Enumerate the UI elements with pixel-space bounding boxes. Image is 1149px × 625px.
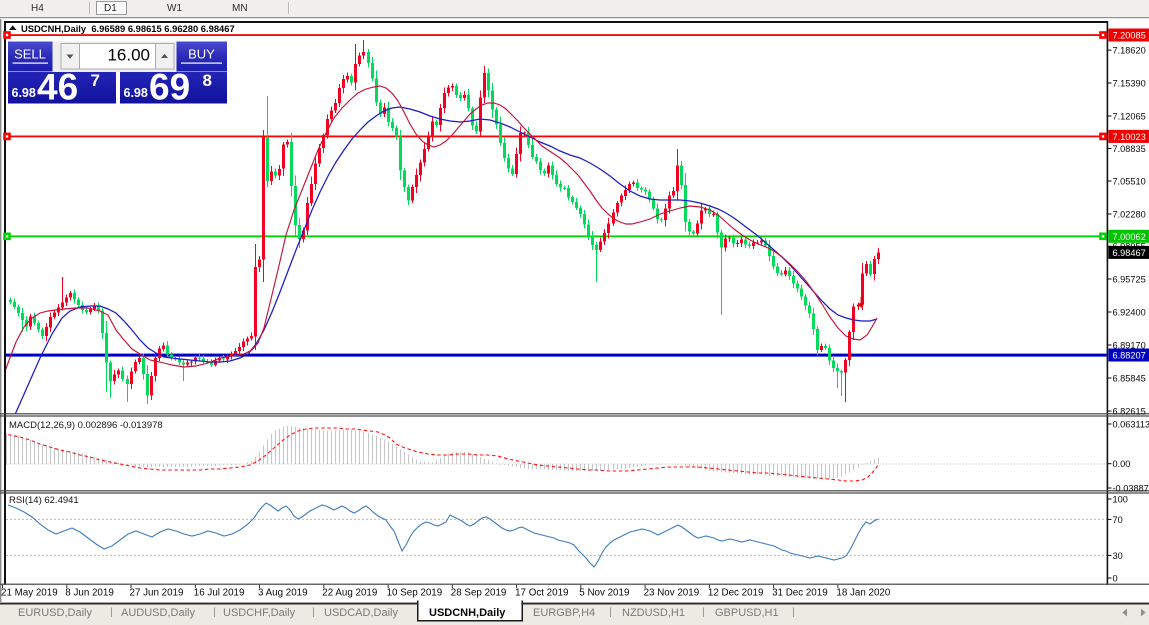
svg-text:6.89170: 6.89170: [1113, 340, 1146, 350]
svg-text:NZDUSD,H1: NZDUSD,H1: [622, 607, 685, 619]
svg-text:70: 70: [1113, 515, 1123, 525]
svg-text:USDCAD,Daily: USDCAD,Daily: [324, 607, 398, 619]
svg-text:7.15390: 7.15390: [1113, 78, 1146, 88]
svg-text:GBPUSD,H1: GBPUSD,H1: [715, 607, 779, 619]
svg-text:8: 8: [203, 71, 212, 90]
svg-text:10 Sep 2019: 10 Sep 2019: [387, 588, 443, 599]
svg-text:7.00062: 7.00062: [1113, 232, 1146, 242]
svg-text:5 Nov 2019: 5 Nov 2019: [579, 588, 629, 599]
svg-text:EURGBP,H4: EURGBP,H4: [533, 607, 595, 619]
svg-text:17 Oct 2019: 17 Oct 2019: [515, 588, 568, 599]
svg-text:69: 69: [149, 67, 190, 108]
svg-text:6.98467: 6.98467: [1113, 248, 1146, 258]
svg-text:6.92400: 6.92400: [1113, 307, 1146, 317]
svg-text:0: 0: [1113, 573, 1118, 583]
svg-text:31 Dec 2019: 31 Dec 2019: [772, 588, 828, 599]
svg-text:USDCHF,Daily: USDCHF,Daily: [223, 607, 296, 619]
svg-text:RSI(14) 62.4941: RSI(14) 62.4941: [9, 495, 79, 506]
svg-text:7.12065: 7.12065: [1113, 111, 1146, 121]
svg-text:USDCNH,Daily: USDCNH,Daily: [429, 607, 506, 619]
svg-text:8 Jun 2019: 8 Jun 2019: [65, 588, 113, 599]
svg-text:EURUSD,Daily: EURUSD,Daily: [18, 607, 92, 619]
svg-text:28 Sep 2019: 28 Sep 2019: [451, 588, 507, 599]
svg-text:6.98: 6.98: [124, 86, 148, 100]
svg-text:6.88207: 6.88207: [1113, 351, 1146, 361]
svg-text:7.05510: 7.05510: [1113, 176, 1146, 186]
svg-text:16.00: 16.00: [107, 46, 150, 65]
svg-text:0.063113: 0.063113: [1113, 419, 1149, 429]
svg-text:MACD(12,26,9) 0.002896 -0.0139: MACD(12,26,9) 0.002896 -0.013978: [9, 420, 163, 431]
svg-text:7.20085: 7.20085: [1113, 31, 1146, 41]
svg-text:3 Aug 2019: 3 Aug 2019: [258, 588, 308, 599]
svg-text:6.98: 6.98: [12, 86, 36, 100]
svg-text:27 Jun 2019: 27 Jun 2019: [130, 588, 184, 599]
svg-text:7.10023: 7.10023: [1113, 132, 1146, 142]
svg-text:30: 30: [1113, 551, 1123, 561]
svg-text:6.82615: 6.82615: [1113, 406, 1146, 416]
svg-text:7.18620: 7.18620: [1113, 46, 1146, 56]
svg-text:AUDUSD,Daily: AUDUSD,Daily: [121, 607, 195, 619]
svg-text:22 Aug 2019: 22 Aug 2019: [322, 588, 377, 599]
svg-text:MN: MN: [232, 3, 248, 14]
svg-text:23 Nov 2019: 23 Nov 2019: [644, 588, 700, 599]
svg-text:USDCNH,Daily 6.96589 6.98615: USDCNH,Daily 6.96589 6.98615 6.96280 6.9…: [21, 23, 235, 34]
svg-text:SELL: SELL: [14, 47, 46, 62]
svg-text:7.08835: 7.08835: [1113, 144, 1146, 154]
svg-text:7: 7: [91, 71, 100, 90]
svg-text:0.00: 0.00: [1113, 459, 1131, 469]
svg-text:W1: W1: [167, 3, 182, 14]
svg-text:H4: H4: [31, 3, 44, 14]
svg-text:6.85845: 6.85845: [1113, 373, 1146, 383]
svg-text:16 Jul 2019: 16 Jul 2019: [194, 588, 245, 599]
svg-text:6.95725: 6.95725: [1113, 274, 1146, 284]
svg-text:18 Jan 2020: 18 Jan 2020: [836, 588, 890, 599]
svg-text:21 May 2019: 21 May 2019: [1, 588, 58, 599]
svg-text:-0.038877: -0.038877: [1113, 483, 1149, 493]
svg-text:12 Dec 2019: 12 Dec 2019: [708, 588, 764, 599]
svg-text:7.02280: 7.02280: [1113, 209, 1146, 219]
svg-text:46: 46: [37, 67, 78, 108]
svg-text:BUY: BUY: [188, 47, 215, 62]
svg-text:D1: D1: [104, 3, 117, 14]
svg-text:100: 100: [1113, 494, 1128, 504]
